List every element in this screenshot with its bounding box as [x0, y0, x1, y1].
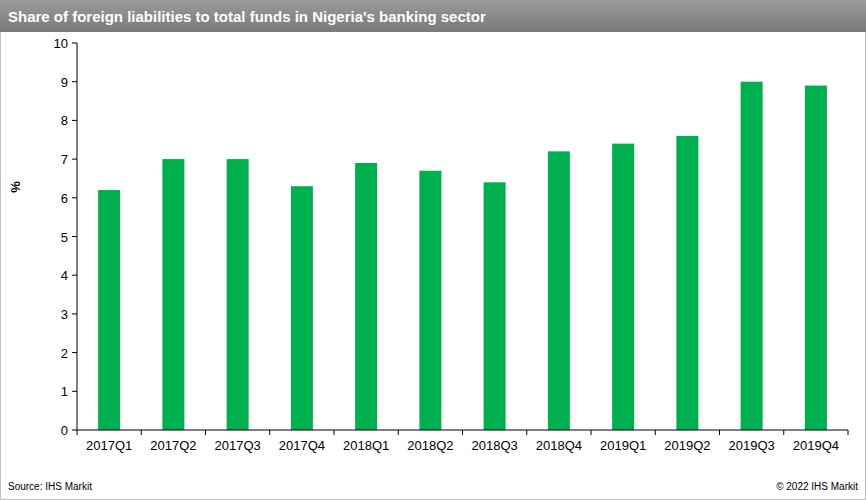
x-tick: [848, 430, 849, 435]
y-tick: [72, 159, 77, 160]
x-tick-label: 2017Q4: [279, 438, 325, 453]
bar: [676, 136, 698, 430]
y-axis-label: %: [8, 181, 23, 193]
y-tick-label: 6: [61, 191, 68, 206]
x-tick: [205, 430, 206, 435]
y-tick-label: 9: [61, 75, 68, 90]
x-tick-label: 2018Q3: [471, 438, 517, 453]
x-tick-label: 2017Q3: [214, 438, 260, 453]
x-tick: [719, 430, 720, 435]
x-tick-label: 2018Q1: [343, 438, 389, 453]
y-tick: [72, 352, 77, 353]
x-tick: [526, 430, 527, 435]
y-tick-label: 5: [61, 230, 68, 245]
y-tick-label: 2: [61, 346, 68, 361]
y-tick: [72, 430, 77, 431]
y-tick-label: 8: [61, 113, 68, 128]
x-tick: [141, 430, 142, 435]
y-tick-label: 4: [61, 268, 68, 283]
chart-svg: Share of foreign liabilities to total fu…: [0, 0, 866, 500]
x-tick-label: 2017Q2: [150, 438, 196, 453]
bar: [741, 82, 763, 430]
bars: [98, 82, 827, 430]
source-note: Source: IHS Markit: [8, 481, 92, 492]
copyright-note: © 2022 IHS Markit: [776, 481, 858, 492]
bar: [291, 186, 313, 430]
x-tick: [462, 430, 463, 435]
y-tick-label: 3: [61, 307, 68, 322]
y-tick-label: 10: [54, 36, 68, 51]
bar: [484, 182, 506, 430]
x-tick: [783, 430, 784, 435]
y-tick: [72, 275, 77, 276]
y-tick: [72, 313, 77, 314]
x-tick-label: 2019Q1: [600, 438, 646, 453]
y-tick-label: 0: [61, 423, 68, 438]
y-tick: [72, 197, 77, 198]
frame: [1, 1, 866, 500]
x-tick-label: 2017Q1: [86, 438, 132, 453]
y-tick: [72, 391, 77, 392]
y-axis: [77, 43, 78, 430]
bar: [419, 171, 441, 430]
y-tick-label: 1: [61, 384, 68, 399]
y-tick: [72, 236, 77, 237]
chart-container: Share of foreign liabilities to total fu…: [0, 0, 866, 500]
y-tick: [72, 43, 77, 44]
bar: [227, 159, 249, 430]
x-tick: [655, 430, 656, 435]
x-tick: [334, 430, 335, 435]
x-tick: [591, 430, 592, 435]
title-bar: [0, 0, 866, 32]
y-tick: [72, 81, 77, 82]
y-tick-label: 7: [61, 152, 68, 167]
bar: [612, 144, 634, 430]
bar: [98, 190, 120, 430]
y-tick: [72, 120, 77, 121]
x-tick: [269, 430, 270, 435]
x-tick-label: 2019Q2: [664, 438, 710, 453]
bar: [805, 86, 827, 430]
x-tick-label: 2018Q2: [407, 438, 453, 453]
x-tick: [398, 430, 399, 435]
x-tick: [77, 430, 78, 435]
x-tick-label: 2019Q3: [728, 438, 774, 453]
bar: [355, 163, 377, 430]
title: Share of foreign liabilities to total fu…: [8, 8, 486, 25]
x-tick-label: 2019Q4: [793, 438, 839, 453]
bar: [162, 159, 184, 430]
x-tick-label: 2018Q4: [536, 438, 582, 453]
bar: [548, 151, 570, 430]
